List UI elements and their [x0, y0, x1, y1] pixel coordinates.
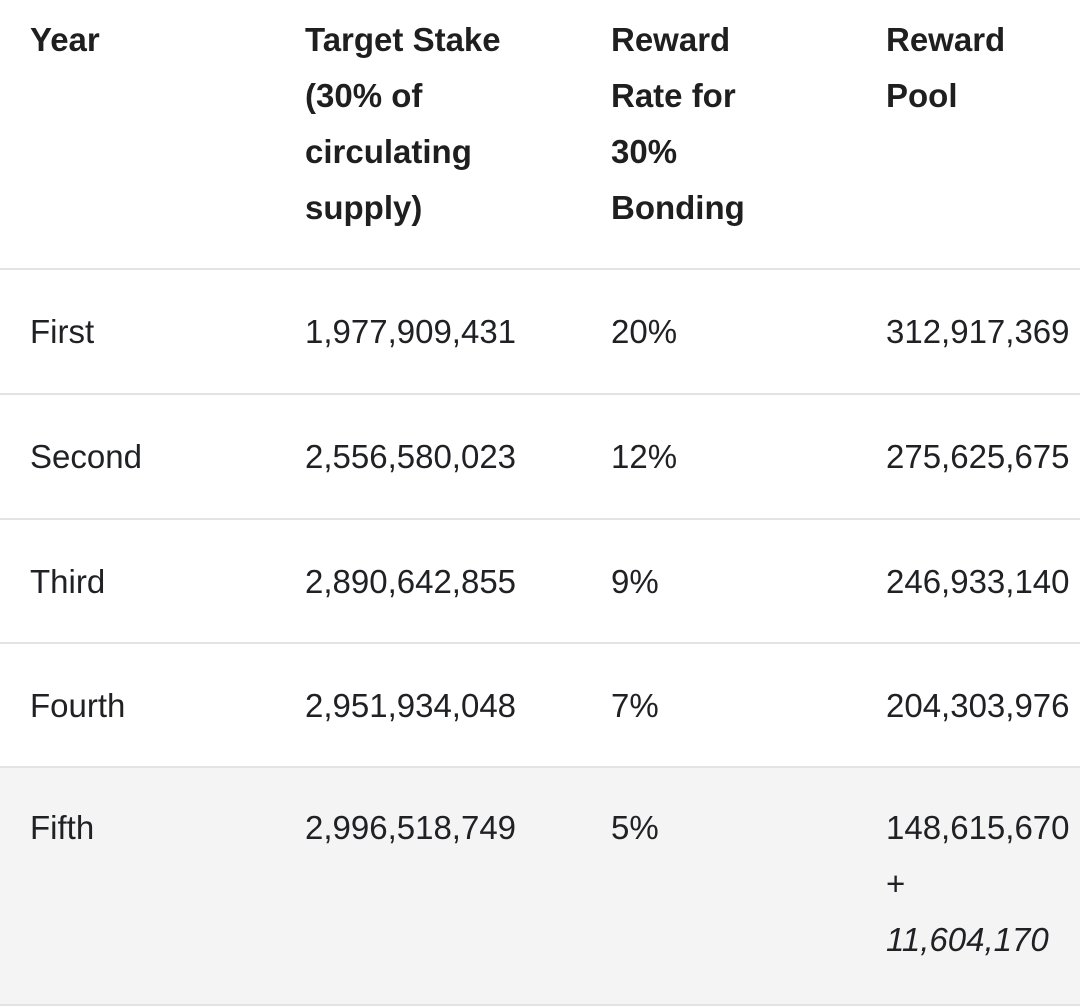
- cell-reward-rate: 12%: [611, 438, 678, 475]
- cell-reward-rate: 7%: [611, 687, 659, 724]
- table-row: Third 2,890,642,855 9% 246,933,140: [0, 520, 1080, 644]
- cell-reward-pool-plus: +: [886, 865, 906, 902]
- cell-target-stake: 2,951,934,048: [305, 687, 517, 724]
- cell-year: Fifth: [30, 809, 95, 846]
- header-target-stake-line-2: (30% of: [305, 77, 423, 114]
- header-target-stake: Target Stake (30% of circulating supply): [305, 12, 501, 236]
- cell-reward-pool: 204,303,976: [886, 687, 1070, 724]
- header-target-stake-line-4: supply): [305, 189, 423, 226]
- header-reward-rate-line-4: Bonding: [611, 189, 745, 226]
- cell-reward-pool: 246,933,140: [886, 563, 1070, 600]
- header-reward-rate: Reward Rate for 30% Bonding: [611, 12, 745, 236]
- cell-target-stake: 1,977,909,431: [305, 313, 517, 350]
- header-year: Year: [30, 12, 100, 68]
- cell-year: First: [30, 313, 95, 350]
- cell-reward-rate: 9%: [611, 563, 659, 600]
- header-reward-pool-line-2: Pool: [886, 77, 958, 114]
- cell-reward-pool-extra: 11,604,170: [886, 921, 1049, 958]
- cell-target-stake: 2,556,580,023: [305, 438, 517, 475]
- cell-year: Third: [30, 563, 106, 600]
- cell-reward-pool: 275,625,675: [886, 438, 1070, 475]
- table-row: Second 2,556,580,023 12% 275,625,675: [0, 395, 1080, 520]
- cell-year: Second: [30, 438, 142, 475]
- cell-target-stake: 2,996,518,749: [305, 809, 517, 846]
- cell-reward-rate: 20%: [611, 313, 678, 350]
- header-year-line: Year: [30, 21, 100, 58]
- cell-target-stake: 2,890,642,855: [305, 563, 517, 600]
- cell-reward-pool-base: 148,615,670: [886, 809, 1070, 846]
- cell-reward-pool: 148,615,670 + 11,604,170: [886, 800, 1070, 968]
- header-reward-rate-line-2: Rate for: [611, 77, 736, 114]
- table-header-row: Year Target Stake (30% of circulating su…: [0, 0, 1080, 270]
- header-reward-pool-line-1: Reward: [886, 21, 1006, 58]
- header-target-stake-line-3: circulating: [305, 133, 472, 170]
- table-row: First 1,977,909,431 20% 312,917,369: [0, 270, 1080, 395]
- header-reward-rate-line-1: Reward: [611, 21, 731, 58]
- cell-reward-pool: 312,917,369: [886, 313, 1070, 350]
- header-reward-rate-line-3: 30%: [611, 133, 678, 170]
- table-row: Fifth 2,996,518,749 5% 148,615,670 + 11,…: [0, 768, 1080, 1006]
- cell-year: Fourth: [30, 687, 126, 724]
- cell-reward-rate: 5%: [611, 809, 659, 846]
- header-reward-pool: Reward Pool: [886, 12, 1005, 124]
- header-target-stake-line-1: Target Stake: [305, 21, 501, 58]
- table-row: Fourth 2,951,934,048 7% 204,303,976: [0, 644, 1080, 768]
